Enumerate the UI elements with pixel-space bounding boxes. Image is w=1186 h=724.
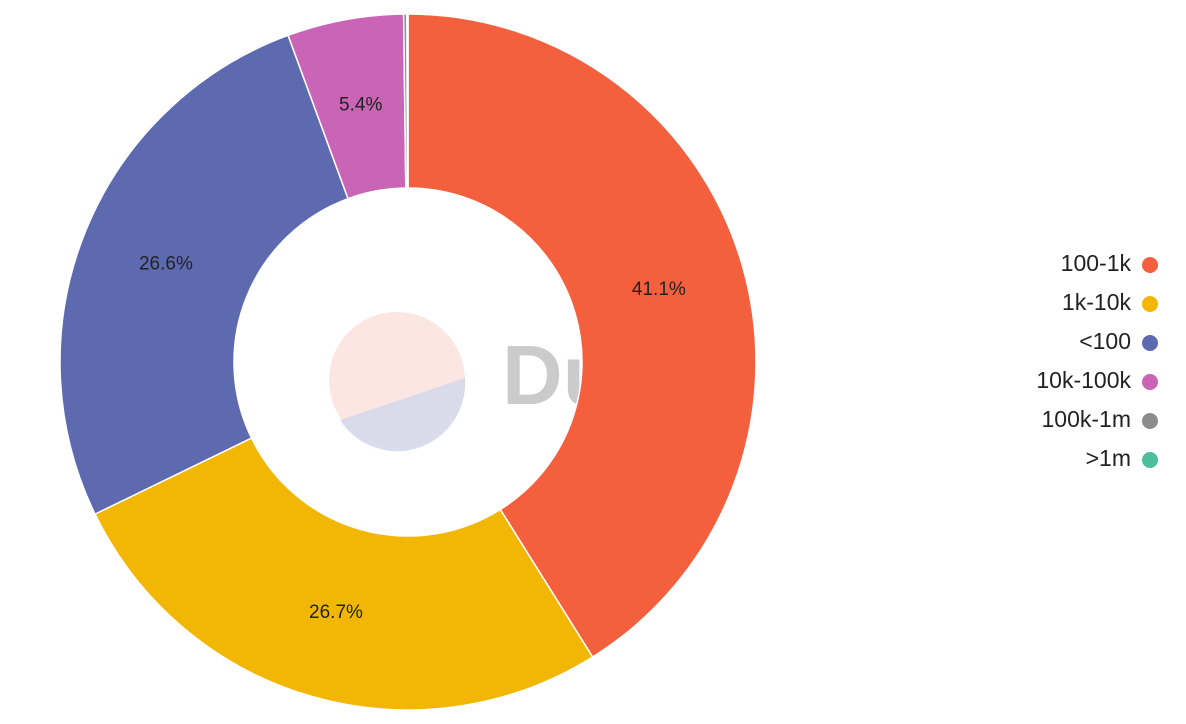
legend-label: 100k-1m (1042, 406, 1131, 432)
legend-marker (1142, 257, 1158, 273)
data-label: 41.1% (632, 279, 686, 300)
legend-marker (1142, 413, 1158, 429)
legend-label: <100 (1079, 328, 1131, 354)
data-label: 26.7% (309, 602, 363, 623)
legend-marker (1142, 296, 1158, 312)
legend-marker (1142, 374, 1158, 390)
donut-slice (406, 13, 409, 189)
legend-marker (1142, 452, 1158, 468)
legend-label: 1k-10k (1062, 289, 1132, 315)
watermark-logo-part (340, 378, 466, 452)
legend-marker (1142, 335, 1158, 351)
data-label: 5.4% (339, 94, 382, 115)
legend-label: 100-1k (1061, 250, 1132, 276)
donut-slice (94, 437, 594, 711)
legend-label: >1m (1086, 445, 1131, 471)
donut-slice (59, 34, 349, 516)
watermark-logo (329, 312, 465, 448)
donut-slice (407, 13, 757, 659)
data-label: 26.6% (139, 253, 193, 274)
legend-label: 10k-100k (1036, 367, 1131, 393)
